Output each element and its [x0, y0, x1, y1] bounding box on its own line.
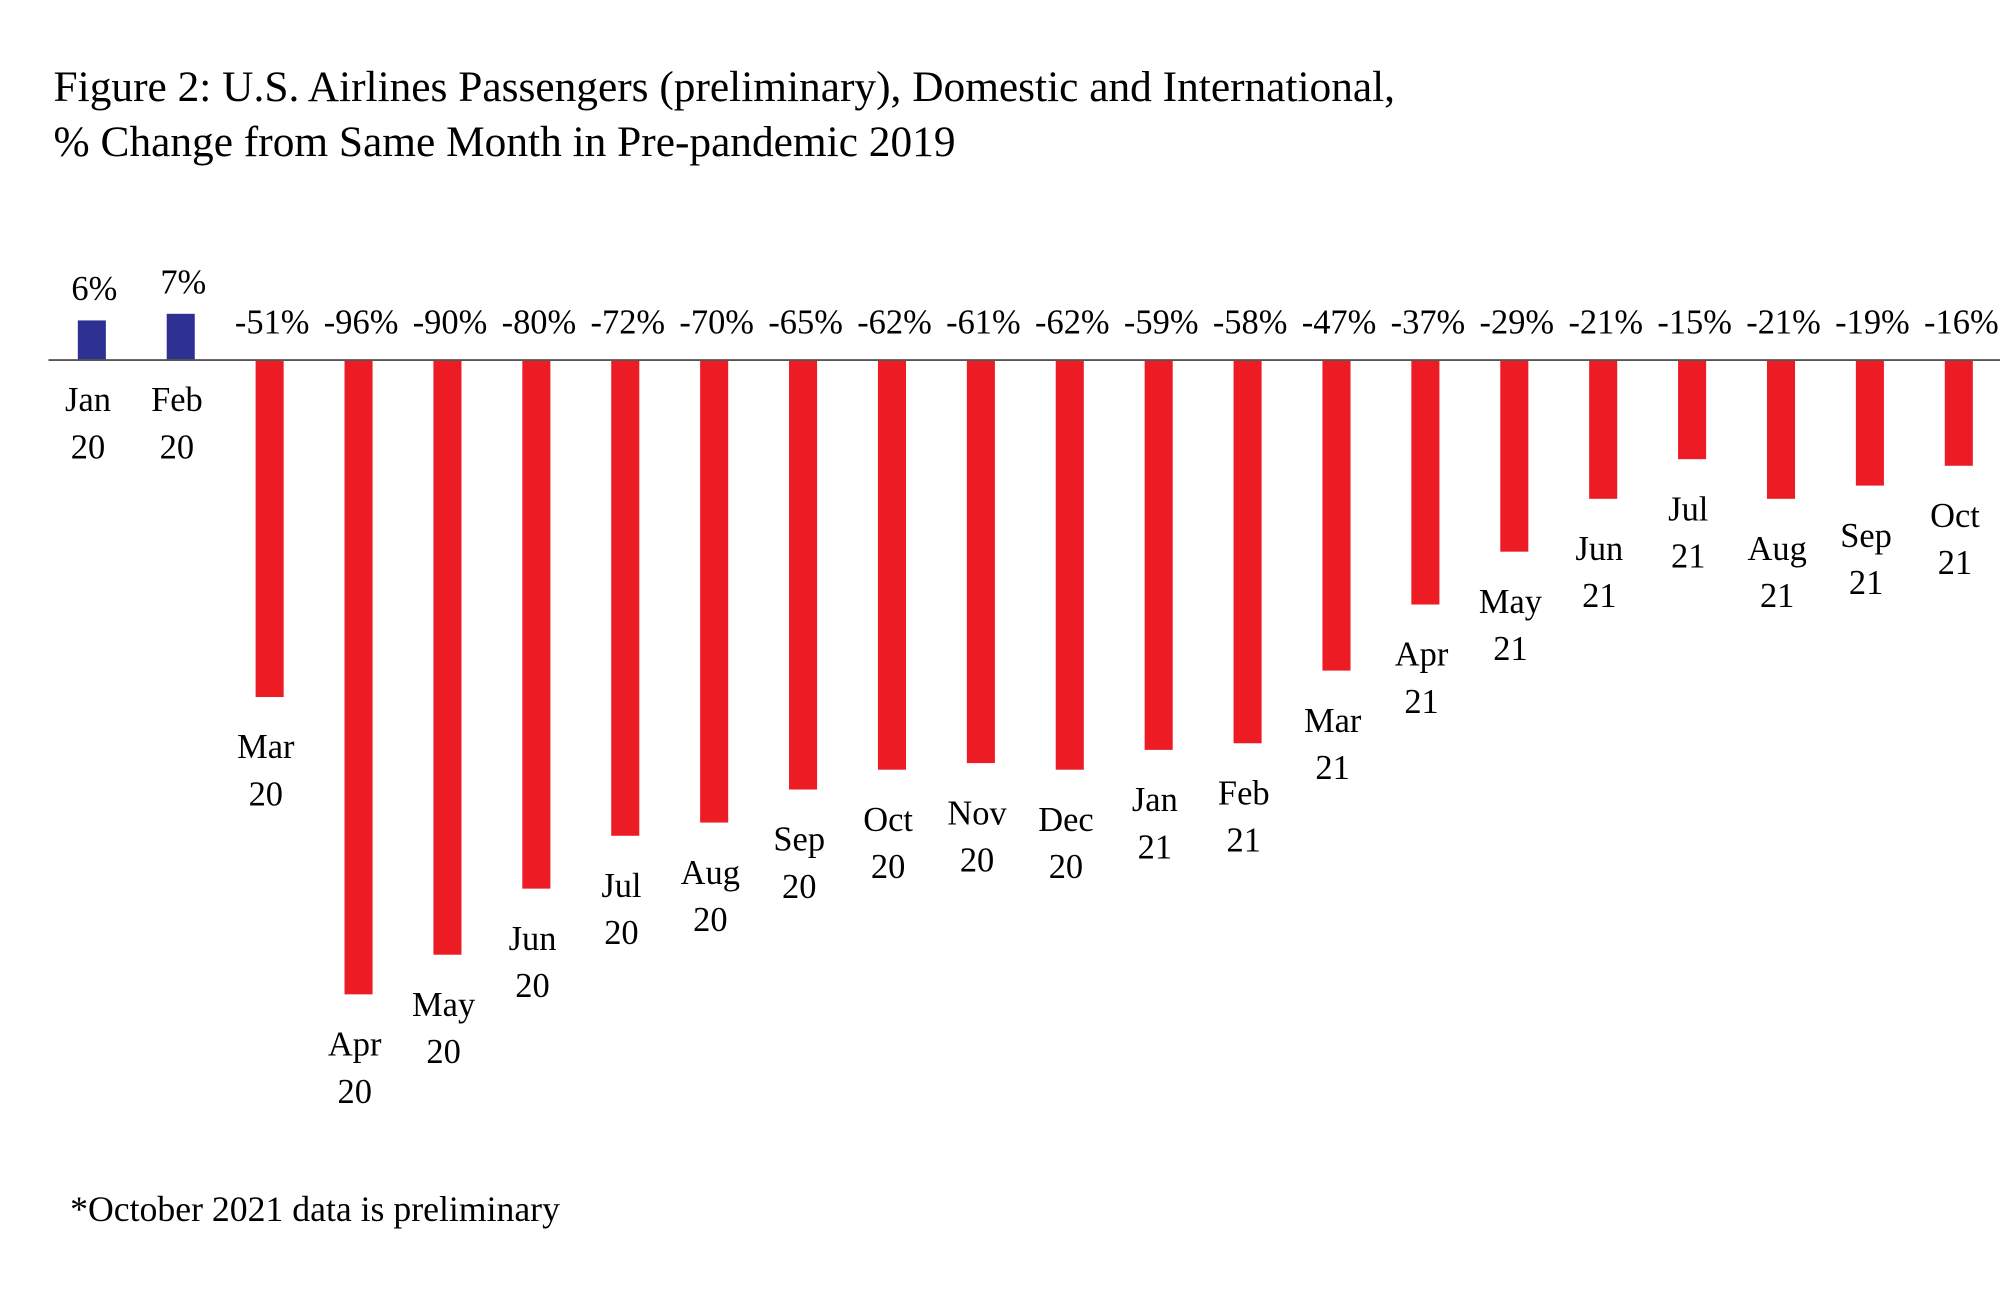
bar — [1233, 360, 1262, 744]
bar — [789, 360, 818, 790]
category-label-month: Feb — [151, 381, 203, 419]
bar — [255, 360, 284, 698]
category-label-month: Mar — [1304, 702, 1362, 740]
category-label-month: Apr — [1395, 636, 1449, 674]
category-label-year: 20 — [160, 428, 194, 466]
bar — [166, 313, 195, 361]
category-label-month: May — [1479, 583, 1543, 621]
chart-title-line-2: % Change from Same Month in Pre-pandemic… — [54, 118, 956, 166]
chart-title-line-1: Figure 2: U.S. Airlines Passengers (prel… — [54, 63, 1395, 111]
category-label-year: 21 — [1404, 683, 1438, 721]
category-label-month: Oct — [863, 801, 913, 839]
data-label: -16% — [1924, 303, 1999, 341]
category-label-month: Jun — [509, 920, 557, 958]
category-label-month: Apr — [328, 1026, 382, 1064]
category-label-year: 20 — [693, 901, 727, 939]
category-label-month: Aug — [1748, 530, 1807, 568]
data-label: -61% — [946, 303, 1021, 341]
category-label-month: Jul — [601, 867, 641, 905]
category-label-month: Jan — [1132, 781, 1178, 819]
bars-group: 6% Jan 20 7% Feb 20 -51% Mar 20 -96% Apr 20 -90% May 2… — [65, 263, 1999, 1110]
category-label-year: 21 — [1760, 577, 1794, 615]
data-label: -47% — [1302, 303, 1377, 341]
data-label: -80% — [502, 303, 577, 341]
category-label-year: 21 — [1315, 749, 1349, 787]
category-label-month: Oct — [1930, 497, 1980, 535]
category-label-year: 21 — [1849, 564, 1883, 602]
bar — [1589, 360, 1618, 499]
bar — [1144, 360, 1173, 750]
bar — [1944, 360, 1973, 466]
data-label: -62% — [1035, 303, 1110, 341]
category-label-year: 21 — [1671, 538, 1705, 576]
bar — [877, 360, 906, 770]
bar — [433, 360, 462, 955]
category-label-month: Dec — [1038, 801, 1093, 839]
category-label-month: Aug — [681, 854, 740, 892]
bar — [700, 360, 729, 823]
category-label-year: 20 — [71, 428, 105, 466]
category-label-month: Mar — [237, 728, 295, 766]
data-label: -21% — [1568, 303, 1643, 341]
category-label-year: 20 — [249, 775, 283, 813]
bar — [77, 320, 106, 361]
data-label: -58% — [1213, 303, 1288, 341]
category-label-month: Jun — [1575, 530, 1623, 568]
data-label: 7% — [160, 263, 206, 301]
bar — [1766, 360, 1796, 499]
bar — [1322, 360, 1351, 671]
data-label: -29% — [1480, 303, 1555, 341]
category-label-month: May — [412, 986, 476, 1024]
data-label: -65% — [768, 303, 843, 341]
data-label: -96% — [324, 303, 399, 341]
bar — [1055, 360, 1084, 770]
bar — [1500, 360, 1529, 552]
data-label: -70% — [679, 303, 754, 341]
category-label-month: Sep — [773, 821, 825, 859]
category-label-year: 20 — [782, 868, 816, 906]
data-label: -15% — [1657, 303, 1732, 341]
bar — [1411, 360, 1440, 605]
data-label: -62% — [857, 303, 932, 341]
category-label-year: 20 — [338, 1073, 372, 1111]
data-label: -19% — [1835, 303, 1910, 341]
category-label-year: 20 — [1049, 848, 1083, 886]
category-label-year: 21 — [1227, 822, 1261, 860]
bar — [344, 360, 373, 995]
category-label-month: Sep — [1840, 517, 1892, 555]
category-label-year: 21 — [1138, 828, 1172, 866]
category-label-month: Nov — [947, 794, 1007, 832]
category-label-month: Jul — [1668, 490, 1708, 528]
data-label: -37% — [1391, 303, 1466, 341]
category-label-month: Jan — [65, 381, 111, 419]
category-label-year: 20 — [426, 1033, 460, 1071]
bar — [522, 360, 551, 889]
bar — [1855, 360, 1884, 486]
footnote: *October 2021 data is preliminary — [70, 1189, 560, 1229]
data-label: -72% — [591, 303, 666, 341]
category-label-year: 20 — [960, 842, 994, 880]
category-label-month: Feb — [1218, 775, 1270, 813]
category-label-year: 20 — [604, 914, 638, 952]
bar — [611, 360, 640, 836]
data-label: -21% — [1746, 303, 1821, 341]
category-label-year: 20 — [515, 967, 549, 1005]
category-label-year: 21 — [1582, 577, 1616, 615]
data-label: -90% — [413, 303, 488, 341]
data-label: -51% — [235, 303, 310, 341]
bar — [1678, 360, 1707, 460]
data-label: 6% — [71, 270, 117, 308]
bar — [966, 360, 995, 764]
category-label-year: 20 — [871, 848, 905, 886]
category-label-year: 21 — [1493, 630, 1527, 668]
category-label-year: 21 — [1938, 544, 1972, 582]
data-label: -59% — [1124, 303, 1199, 341]
